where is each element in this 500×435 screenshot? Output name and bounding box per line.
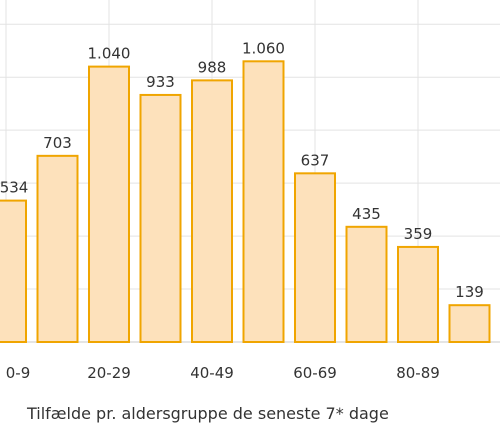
data-label-10-19: 703 xyxy=(43,134,72,152)
x-tick-labels: 0-9 20-29 40-49 60-69 80-89 xyxy=(6,364,440,382)
data-label-40-49: 988 xyxy=(198,58,227,76)
data-label-50-59: 1.060 xyxy=(242,39,285,57)
bar-10-19 xyxy=(36,154,79,343)
data-label-60-69: 637 xyxy=(301,151,330,169)
bar-90+ xyxy=(448,304,491,344)
data-label-20-29: 1.040 xyxy=(88,45,131,63)
bar-30-39 xyxy=(139,93,182,343)
x-tick-label-40-49: 40-49 xyxy=(190,364,234,382)
bar-0-9 xyxy=(0,199,27,343)
bar-70-79 xyxy=(345,225,388,343)
data-label-0-9: 534 xyxy=(0,179,28,197)
data-label-70-79: 435 xyxy=(352,205,381,223)
x-tick-label-0-9: 0-9 xyxy=(6,364,31,382)
bar-20-29 xyxy=(88,65,130,343)
bar-50-59 xyxy=(242,60,285,343)
bar-80-89 xyxy=(397,245,439,343)
data-labels: 534 703 1.040 933 988 1.060 637 435 359 139 xyxy=(0,39,484,301)
data-label-90+: 139 xyxy=(455,283,484,301)
bars xyxy=(0,60,491,344)
chart-caption: Tilfælde pr. aldersgruppe de seneste 7* … xyxy=(27,404,389,423)
x-tick-label-60-69: 60-69 xyxy=(293,364,337,382)
bar-60-69 xyxy=(294,172,336,343)
data-label-80-89: 359 xyxy=(404,225,433,243)
x-tick-label-80-89: 80-89 xyxy=(396,364,440,382)
data-label-30-39: 933 xyxy=(146,73,175,91)
bar-40-49 xyxy=(191,79,233,344)
x-tick-label-20-29: 20-29 xyxy=(87,364,131,382)
